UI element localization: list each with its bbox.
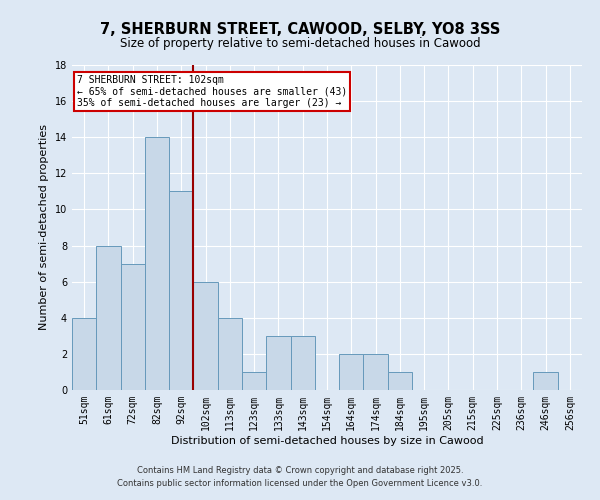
Text: 7, SHERBURN STREET, CAWOOD, SELBY, YO8 3SS: 7, SHERBURN STREET, CAWOOD, SELBY, YO8 3… bbox=[100, 22, 500, 38]
Bar bbox=[339, 354, 364, 390]
Bar bbox=[533, 372, 558, 390]
Bar bbox=[169, 192, 193, 390]
Bar bbox=[266, 336, 290, 390]
Text: 7 SHERBURN STREET: 102sqm
← 65% of semi-detached houses are smaller (43)
35% of : 7 SHERBURN STREET: 102sqm ← 65% of semi-… bbox=[77, 74, 347, 108]
Bar bbox=[145, 137, 169, 390]
Bar bbox=[193, 282, 218, 390]
X-axis label: Distribution of semi-detached houses by size in Cawood: Distribution of semi-detached houses by … bbox=[170, 436, 484, 446]
Bar bbox=[218, 318, 242, 390]
Bar bbox=[96, 246, 121, 390]
Bar bbox=[364, 354, 388, 390]
Text: Size of property relative to semi-detached houses in Cawood: Size of property relative to semi-detach… bbox=[119, 38, 481, 51]
Bar bbox=[121, 264, 145, 390]
Text: Contains HM Land Registry data © Crown copyright and database right 2025.
Contai: Contains HM Land Registry data © Crown c… bbox=[118, 466, 482, 487]
Bar bbox=[388, 372, 412, 390]
Bar bbox=[242, 372, 266, 390]
Bar bbox=[72, 318, 96, 390]
Y-axis label: Number of semi-detached properties: Number of semi-detached properties bbox=[39, 124, 49, 330]
Bar bbox=[290, 336, 315, 390]
